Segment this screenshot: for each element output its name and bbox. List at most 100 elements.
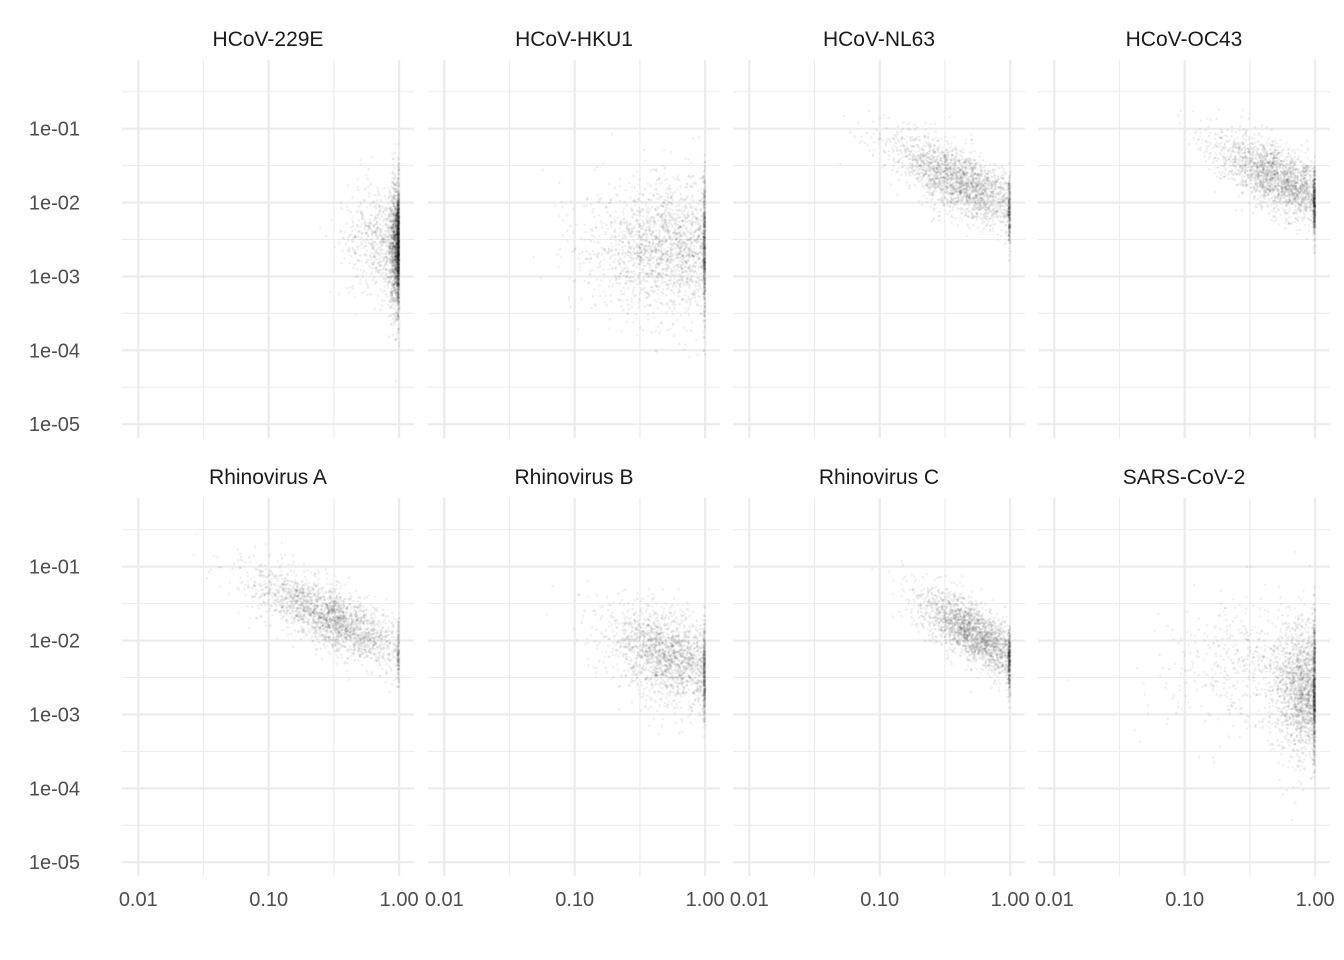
scatter-point: [396, 268, 399, 271]
scatter-point: [683, 265, 686, 269]
scatter-point: [699, 187, 703, 191]
scatter-point: [648, 259, 651, 262]
scatter-point: [644, 229, 648, 232]
scatter-point: [666, 212, 670, 215]
scatter-point: [650, 205, 654, 209]
scatter-point: [397, 289, 401, 293]
scatter-point: [696, 303, 699, 307]
scatter-point: [361, 275, 364, 279]
scatter-point: [617, 243, 621, 246]
scatter-point: [703, 165, 707, 168]
scatter-point: [390, 250, 394, 254]
scatter-point: [380, 299, 384, 302]
scatter-point: [686, 281, 690, 284]
scatter-point: [391, 242, 395, 245]
scatter-point: [703, 290, 707, 293]
scatter-point: [638, 292, 642, 295]
scatter-point: [593, 252, 596, 256]
scatter-point: [655, 275, 659, 279]
scatter-point: [375, 216, 379, 220]
scatter-point: [698, 222, 701, 225]
scatter-point: [608, 327, 611, 330]
y-tick-label: 1e-01: [29, 119, 80, 141]
scatter-point: [622, 286, 626, 290]
scatter-point: [678, 342, 681, 346]
scatter-point: [374, 214, 377, 217]
scatter-point: [397, 269, 401, 273]
scatter-point: [390, 194, 393, 197]
scatter-point: [680, 266, 684, 270]
scatter-point: [660, 281, 664, 284]
scatter-point: [600, 246, 604, 249]
scatter-point: [345, 222, 349, 225]
scatter-point: [363, 253, 367, 257]
scatter-point: [396, 205, 400, 208]
scatter-point: [680, 197, 683, 200]
scatter-point: [619, 304, 623, 308]
scatter-point: [703, 314, 707, 318]
scatter-point: [624, 251, 628, 255]
scatter-point: [660, 261, 664, 265]
scatter-point: [654, 349, 657, 353]
scatter-point: [396, 330, 400, 333]
scatter-point: [653, 223, 656, 227]
scatter-point: [662, 303, 665, 306]
scatter-point: [694, 267, 698, 270]
scatter-point: [667, 279, 670, 283]
scatter-point: [625, 275, 628, 278]
scatter-point: [692, 233, 695, 236]
scatter-point: [396, 233, 400, 236]
scatter-point: [614, 267, 618, 270]
scatter-point: [687, 298, 691, 301]
scatter-point: [631, 212, 635, 216]
scatter-point: [562, 219, 565, 222]
scatter-point: [672, 334, 676, 338]
scatter-point: [541, 168, 544, 171]
scatter-point: [396, 281, 400, 285]
scatter-point: [984, 164, 987, 167]
scatter-point: [654, 182, 658, 186]
scatter-point: [627, 260, 630, 263]
scatter-point: [337, 242, 341, 245]
scatter-point: [569, 199, 573, 203]
scatter-point: [615, 277, 618, 281]
scatter-point: [690, 222, 693, 226]
scatter-point: [389, 206, 393, 210]
scatter-point: [589, 257, 592, 261]
scatter-point: [624, 264, 627, 268]
scatter-point: [344, 242, 348, 245]
scatter-point: [689, 303, 692, 307]
scatter-point: [658, 231, 661, 235]
scatter-point: [397, 310, 400, 314]
scatter-point: [373, 244, 376, 247]
scatter-point: [703, 302, 706, 306]
scatter-point: [598, 284, 601, 288]
scatter-point: [396, 198, 400, 202]
scatter-point: [633, 200, 636, 204]
scatter-point: [670, 203, 674, 207]
scatter-point: [360, 232, 363, 235]
scatter-point: [350, 255, 353, 258]
scatter-point: [384, 213, 387, 216]
scatter-point: [676, 281, 679, 285]
scatter-point: [396, 217, 400, 221]
scatter-point: [391, 237, 395, 241]
scatter-point: [649, 250, 653, 253]
scatter-point: [677, 231, 681, 235]
scatter-point: [347, 291, 351, 295]
scatter-point: [385, 256, 389, 260]
scatter-point: [651, 168, 655, 171]
scatter-point: [630, 271, 634, 274]
scatter-point: [363, 221, 366, 224]
scatter-point: [369, 292, 372, 296]
scatter-point: [627, 239, 630, 243]
scatter-point: [339, 202, 343, 205]
scatter-point: [382, 186, 386, 190]
scatter-point: [369, 213, 373, 217]
scatter-point: [364, 231, 367, 235]
scatter-point: [631, 238, 635, 242]
scatter-point: [395, 263, 399, 267]
scatter-point: [636, 257, 639, 260]
y-tick-label: 1e-04: [29, 340, 80, 362]
